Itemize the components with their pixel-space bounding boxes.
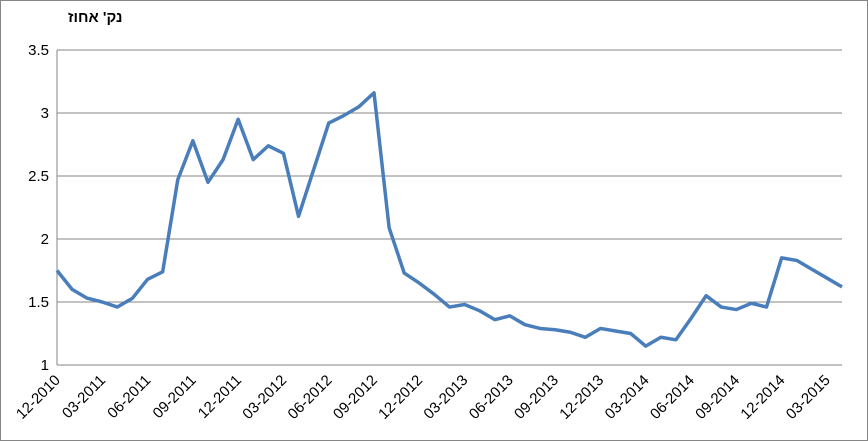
y-axis-label: נק' אחוז bbox=[68, 9, 122, 26]
y-tick-label: 2.5 bbox=[28, 168, 49, 185]
y-tick-label: 1 bbox=[41, 357, 49, 374]
y-tick-label: 3.5 bbox=[28, 42, 49, 59]
y-tick-label: 1.5 bbox=[28, 294, 49, 311]
data-line bbox=[55, 91, 843, 348]
y-tick-label: 3 bbox=[41, 105, 49, 122]
y-tick-label: 2 bbox=[41, 231, 49, 248]
